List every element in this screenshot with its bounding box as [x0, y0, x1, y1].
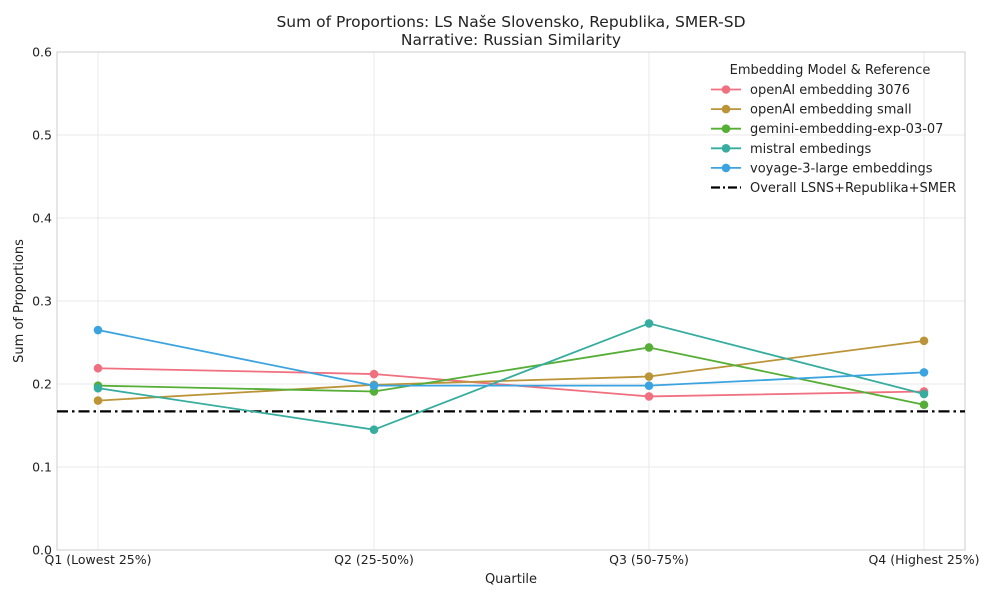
data-point	[93, 363, 103, 373]
legend: Embedding Model & Reference openAI embed…	[711, 63, 956, 196]
data-point	[644, 392, 654, 401]
data-point	[644, 372, 654, 381]
legend-title: Embedding Model & Reference	[730, 63, 931, 78]
data-point	[369, 369, 379, 379]
y-axis-label: Sum of Proportions	[12, 239, 27, 363]
x-tick-label: Q1 (Lowest 25%)	[45, 552, 152, 567]
y-tick-label: 0.1	[32, 460, 52, 475]
x-tick-label: Q2 (25-50%)	[334, 552, 414, 567]
legend-label: gemini-embedding-exp-03-07	[750, 122, 943, 137]
data-point	[644, 381, 654, 390]
legend-label: voyage-3-large embeddings	[750, 161, 933, 176]
legend-marker	[721, 85, 731, 94]
x-axis-label: Quartile	[485, 572, 537, 587]
y-tick-label: 0.4	[32, 211, 52, 226]
x-axis-ticks: Q1 (Lowest 25%) Q2 (25-50%) Q3 (50-75%) Q4 …	[45, 552, 980, 567]
data-point	[919, 336, 929, 346]
data-point	[919, 400, 929, 410]
legend-label: mistral embedings	[750, 142, 871, 157]
series-line	[97, 329, 925, 387]
legend-item: mistral embedings	[711, 142, 871, 157]
y-tick-label: 0.6	[32, 45, 52, 60]
y-axis-ticks: 0.0 0.1 0.2 0.3 0.4 0.5 0.6	[32, 45, 52, 558]
legend-item: openAI embedding small	[711, 103, 912, 118]
x-tick-label: Q3 (50-75%)	[609, 552, 689, 567]
legend-item: openAI embedding 3076	[711, 83, 910, 98]
series-4	[93, 319, 929, 434]
series-line	[97, 322, 925, 431]
legend-item: gemini-embedding-exp-03-07	[711, 122, 943, 137]
series-5	[93, 325, 929, 390]
y-tick-label: 0.3	[32, 294, 52, 309]
data-point	[93, 383, 103, 393]
data-point	[919, 368, 929, 377]
legend-item: voyage-3-large embeddings	[711, 161, 933, 176]
chart-subtitle: Narrative: Russian Similarity	[401, 31, 621, 49]
data-point	[919, 389, 929, 399]
series-line	[97, 346, 925, 406]
chart-title: Sum of Proportions: LS Naše Slovensko, R…	[276, 13, 745, 31]
plot-frame	[56, 51, 966, 551]
x-tick-label: Q4 (Highest 25%)	[868, 552, 979, 567]
data-point	[369, 425, 379, 434]
legend-marker	[721, 124, 731, 133]
y-tick-label: 0.0	[32, 543, 52, 558]
series-line	[97, 367, 925, 398]
legend-item: Overall LSNS+Republika+SMER	[711, 181, 956, 196]
legend-label: openAI embedding small	[750, 103, 912, 118]
legend-marker	[721, 104, 731, 114]
series-group	[93, 319, 929, 434]
data-point	[93, 396, 103, 405]
legend-marker	[721, 144, 731, 153]
y-tick-label: 0.5	[32, 128, 52, 143]
y-tick-label: 0.2	[32, 377, 52, 392]
data-point	[644, 343, 654, 352]
legend-label: Overall LSNS+Republika+SMER	[750, 181, 956, 196]
data-point	[93, 325, 103, 335]
legend-marker	[721, 163, 731, 173]
data-point	[644, 319, 654, 328]
legend-label: openAI embedding 3076	[750, 83, 910, 98]
data-point	[369, 381, 379, 390]
